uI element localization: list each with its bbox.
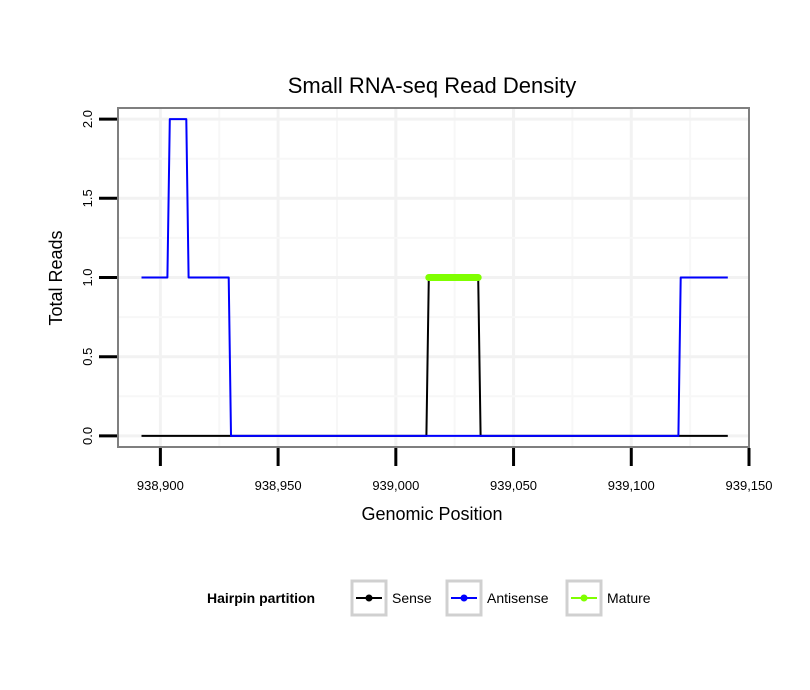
x-tick-label: 939,000 xyxy=(372,478,419,493)
legend-item-sense: Sense xyxy=(350,579,432,617)
legend-label: Antisense xyxy=(487,590,549,606)
legend-label: Mature xyxy=(607,590,651,606)
y-tick-label: 1.0 xyxy=(80,268,95,286)
legend-label: Sense xyxy=(392,590,432,606)
x-tick-label: 939,050 xyxy=(490,478,537,493)
legend-key-point xyxy=(365,594,373,602)
y-tick-label: 1.5 xyxy=(80,189,95,207)
y-tick-label: 0.5 xyxy=(80,348,95,366)
legend-key-point xyxy=(580,594,588,602)
legend-key-point xyxy=(460,594,468,602)
x-axis: 938,900 938,950 939,000 939,050 939,100 939,1… xyxy=(137,448,773,493)
legend: Hairpin partition Sense Antisense Mature xyxy=(207,579,651,617)
legend-item-antisense: Antisense xyxy=(445,579,549,617)
y-axis-title: Total Reads xyxy=(46,230,66,325)
series-layer xyxy=(141,118,728,437)
x-axis-title: Genomic Position xyxy=(361,504,502,524)
legend-title: Hairpin partition xyxy=(207,590,315,606)
x-tick-label: 938,950 xyxy=(255,478,302,493)
legend-item-mature: Mature xyxy=(565,579,651,617)
y-tick-label: 2.0 xyxy=(80,110,95,128)
series-line-antisense xyxy=(141,118,728,437)
x-tick-label: 938,900 xyxy=(137,478,184,493)
y-tick-label: 0.0 xyxy=(80,427,95,445)
y-axis: 0.0 0.5 1.0 1.5 2.0 xyxy=(80,110,117,445)
x-tick-label: 939,100 xyxy=(608,478,655,493)
chart-title: Small RNA-seq Read Density xyxy=(288,73,577,98)
x-tick-label: 939,150 xyxy=(726,478,773,493)
